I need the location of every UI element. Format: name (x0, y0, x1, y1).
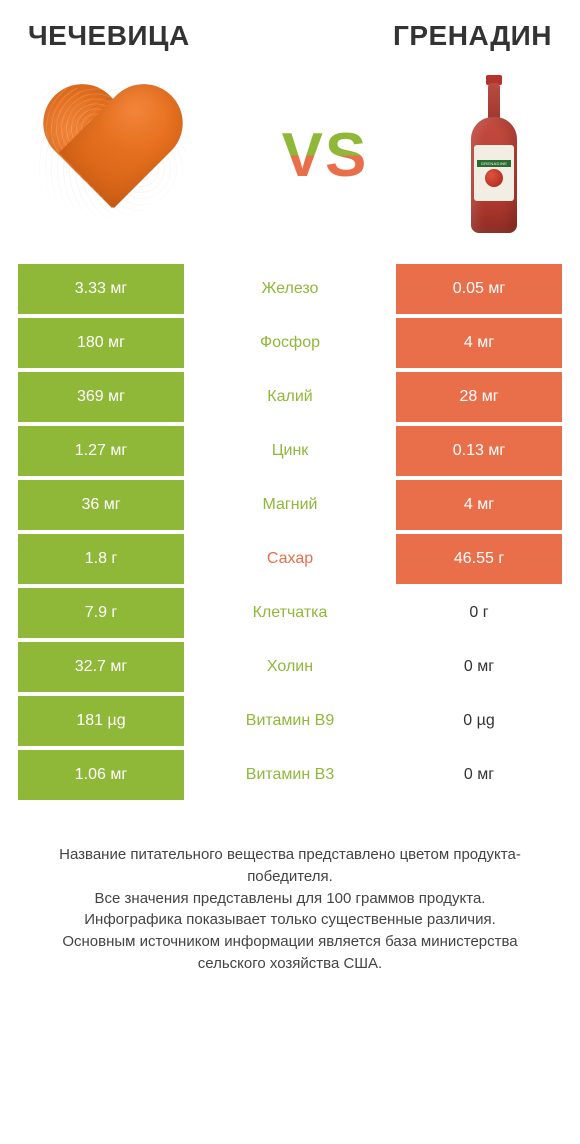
grenadine-bottle-icon: GRENADINE (464, 75, 524, 235)
nutrient-name-cell: Витамин B9 (188, 696, 392, 746)
nutrient-row: 1.27 мгЦинк0.13 мг (18, 426, 562, 480)
right-value-cell: 0.13 мг (392, 426, 562, 476)
footer-line: Все значения представлены для 100 граммо… (30, 888, 550, 910)
nutrient-row: 36 мгМагний4 мг (18, 480, 562, 534)
footer-line: Инфографика показывает только существенн… (30, 909, 550, 931)
right-value-cell: 4 мг (392, 480, 562, 530)
nutrient-row: 369 мгКалий28 мг (18, 372, 562, 426)
right-product-title: ГРЕНАДИН (393, 20, 552, 52)
nutrient-row: 7.9 гКлетчатка0 г (18, 588, 562, 642)
nutrient-name-cell: Железо (188, 264, 392, 314)
nutrient-row: 32.7 мгХолин0 мг (18, 642, 562, 696)
left-value-cell: 1.06 мг (18, 750, 188, 800)
lentils-heart-icon (36, 88, 186, 223)
right-value-cell: 46.55 г (392, 534, 562, 584)
vs-label: VS (282, 120, 369, 191)
left-value-cell: 1.8 г (18, 534, 188, 584)
right-value-cell: 0.05 мг (392, 264, 562, 314)
nutrient-row: 3.33 мгЖелезо0.05 мг (18, 264, 562, 318)
nutrient-table: 3.33 мгЖелезо0.05 мг180 мгФосфор4 мг369 … (18, 264, 562, 804)
right-value-cell: 4 мг (392, 318, 562, 368)
grain-texture (36, 88, 186, 223)
right-value-cell: 28 мг (392, 372, 562, 422)
nutrient-name-cell: Витамин B3 (188, 750, 392, 800)
nutrient-name-cell: Холин (188, 642, 392, 692)
title-row: ЧЕЧЕВИЦА ГРЕНАДИН (18, 20, 562, 52)
hero-row: VS GRENADINE (18, 70, 562, 240)
right-value-cell: 0 мг (392, 642, 562, 692)
left-value-cell: 1.27 мг (18, 426, 188, 476)
nutrient-name-cell: Магний (188, 480, 392, 530)
pomegranate-icon (485, 169, 503, 187)
left-value-cell: 36 мг (18, 480, 188, 530)
nutrient-name-cell: Фосфор (188, 318, 392, 368)
nutrient-row: 181 µgВитамин B90 µg (18, 696, 562, 750)
infographic-container: ЧЕЧЕВИЦА ГРЕНАДИН VS GRENADINE 3.33 мгЖе… (0, 0, 580, 995)
right-value-cell: 0 г (392, 588, 562, 638)
nutrient-row: 180 мгФосфор4 мг (18, 318, 562, 372)
nutrient-name-cell: Калий (188, 372, 392, 422)
left-value-cell: 7.9 г (18, 588, 188, 638)
nutrient-name-cell: Сахар (188, 534, 392, 584)
left-value-cell: 3.33 мг (18, 264, 188, 314)
footer-line: Основным источником информации является … (30, 931, 550, 975)
left-value-cell: 181 µg (18, 696, 188, 746)
nutrient-name-cell: Цинк (188, 426, 392, 476)
bottle-label-band: GRENADINE (477, 160, 511, 167)
left-value-cell: 369 мг (18, 372, 188, 422)
nutrient-row: 1.8 гСахар46.55 г (18, 534, 562, 588)
nutrient-name-cell: Клетчатка (188, 588, 392, 638)
footer-notes: Название питательного вещества представл… (18, 844, 562, 975)
right-value-cell: 0 µg (392, 696, 562, 746)
bottle-label: GRENADINE (474, 145, 514, 201)
left-value-cell: 180 мг (18, 318, 188, 368)
left-value-cell: 32.7 мг (18, 642, 188, 692)
nutrient-row: 1.06 мгВитамин B30 мг (18, 750, 562, 804)
footer-line: Название питательного вещества представл… (30, 844, 550, 888)
right-value-cell: 0 мг (392, 750, 562, 800)
left-product-title: ЧЕЧЕВИЦА (28, 20, 190, 52)
